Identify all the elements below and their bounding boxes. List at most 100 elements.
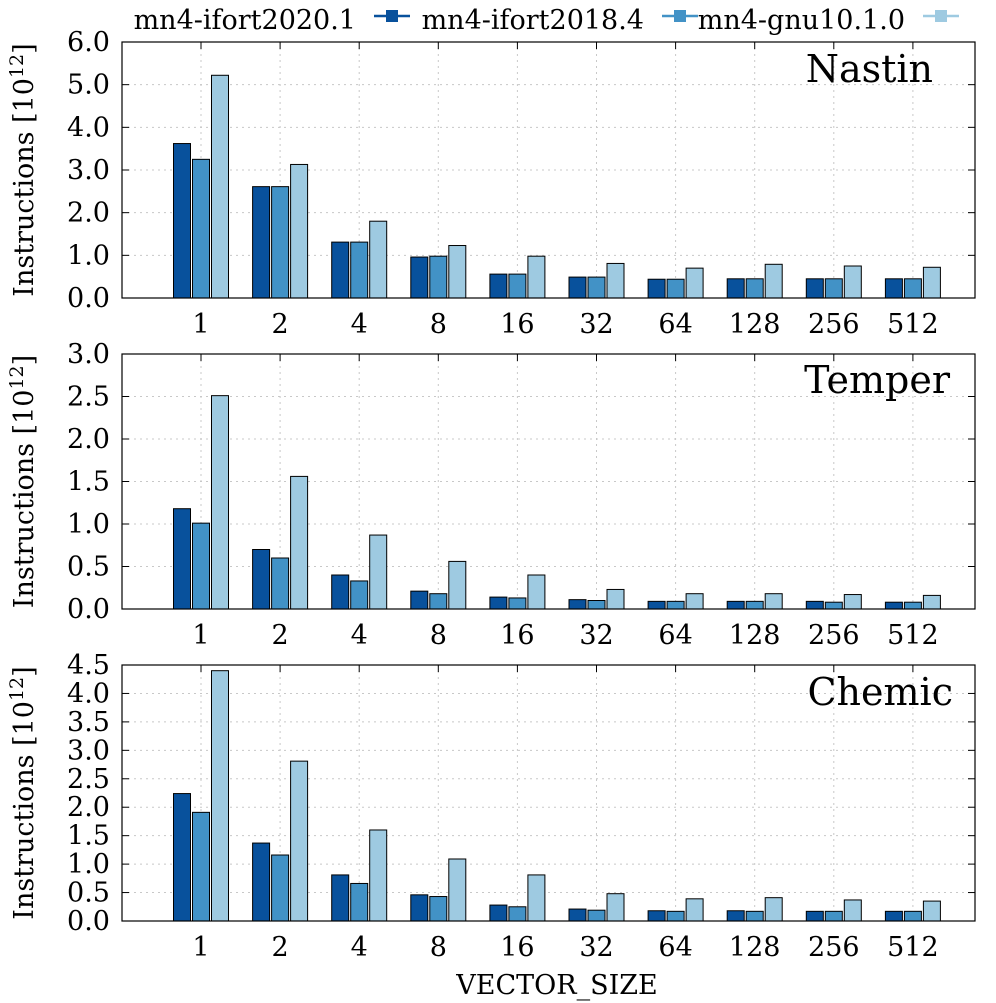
y-tick-label: 4.0: [67, 112, 110, 143]
bar-temper-8-series-3: [448, 560, 467, 610]
bar-nastin-512-series-3: [922, 266, 941, 299]
y-tick-label: 3.0: [67, 155, 110, 186]
bar-chemic-256-series-1: [805, 910, 824, 922]
x-tick-label: 128: [729, 620, 781, 651]
bar-nastin-4-series-1: [331, 241, 350, 299]
x-tick-label: 2: [272, 620, 289, 651]
bar-nastin-64-series-3: [685, 267, 704, 299]
bar-chemic-512-series-2: [903, 910, 922, 922]
legend-marker-3: [935, 10, 947, 22]
x-tick-label: 16: [500, 932, 534, 963]
y-tick-label: 0.5: [67, 878, 110, 909]
bar-nastin-64-series-1: [647, 278, 666, 299]
y-axis-label: Instructions [1012]: [6, 355, 40, 608]
panel-temper: 0.0 0.5 1.0 1.5 2.0 2.5 3.0 1 2 4 8 16 32 64 128 256 512…: [6, 339, 976, 651]
x-tick-label: 128: [729, 309, 781, 340]
bar-chemic-2-series-3: [290, 760, 309, 922]
bar-temper-1-series-1: [173, 508, 191, 610]
x-tick-label: 1: [192, 620, 209, 651]
y-tick-label: 1.0: [67, 240, 110, 271]
y-tick-label: 4.0: [67, 678, 110, 709]
bar-temper-4-series-1: [331, 574, 350, 610]
y-tick-label: 1.5: [67, 821, 110, 852]
bar-chemic-128-series-2: [745, 910, 764, 922]
bar-chemic-64-series-3: [685, 898, 704, 922]
x-tick-label: 512: [887, 620, 939, 651]
bar-temper-8-series-1: [410, 590, 429, 610]
bar-chemic-1-series-3: [211, 670, 229, 922]
bar-chemic-256-series-2: [824, 910, 843, 922]
panel-title: Chemic: [807, 670, 953, 714]
y-tick-label: 2.0: [67, 792, 110, 823]
bar-temper-256-series-3: [843, 594, 862, 610]
bar-nastin-1-series-3: [211, 74, 229, 299]
bar-nastin-2-series-3: [290, 163, 309, 299]
bar-nastin-4-series-2: [350, 241, 369, 299]
bar-temper-32-series-1: [568, 599, 587, 610]
y-tick-label: 0.0: [67, 906, 110, 937]
bar-chemic-32-series-1: [568, 908, 587, 922]
y-tick-label: 2.0: [67, 198, 110, 229]
x-tick-label: 16: [500, 620, 534, 651]
x-tick-label: 4: [351, 932, 368, 963]
bar-nastin-8-series-2: [429, 255, 448, 299]
y-axis-label: Instructions [1012]: [6, 43, 40, 296]
legend-label-3: mn4-gnu10.1.0: [698, 5, 905, 36]
bar-nastin-256-series-2: [824, 278, 843, 299]
bar-chemic-16-series-3: [527, 874, 546, 922]
bar-nastin-128-series-2: [745, 278, 764, 299]
bar-temper-4-series-2: [350, 580, 369, 610]
bar-chemic-4-series-1: [331, 874, 350, 922]
plot-frame: [121, 664, 976, 922]
bar-chemic-2-series-1: [252, 842, 271, 922]
bar-temper-64-series-3: [685, 593, 704, 610]
y-tick-label: 1.5: [67, 467, 110, 498]
y-tick-label: 0.0: [67, 594, 110, 625]
bar-temper-128-series-2: [745, 600, 764, 610]
x-tick-label: 32: [579, 309, 613, 340]
bar-temper-256-series-2: [824, 601, 843, 610]
x-tick-label: 64: [658, 309, 692, 340]
bar-chemic-512-series-3: [922, 900, 941, 922]
bar-temper-256-series-1: [805, 600, 824, 610]
bar-nastin-2-series-1: [252, 186, 271, 299]
x-tick-label: 4: [351, 309, 368, 340]
y-tick-label: 5.0: [67, 70, 110, 101]
bar-chemic-256-series-3: [843, 899, 862, 922]
y-tick-label: 3.5: [67, 707, 110, 738]
y-tick-label: 0.0: [67, 283, 110, 314]
bar-chemic-128-series-3: [764, 897, 783, 922]
x-tick-label: 1: [192, 309, 209, 340]
bar-temper-1-series-2: [192, 522, 210, 610]
x-tick-label: 512: [887, 932, 939, 963]
bar-chemic-4-series-2: [350, 882, 369, 922]
bar-temper-16-series-2: [508, 597, 527, 610]
bar-nastin-32-series-3: [606, 262, 625, 299]
y-tick-label: 3.0: [67, 735, 110, 766]
bar-nastin-32-series-2: [587, 276, 606, 299]
panel-title: Nastin: [806, 47, 933, 91]
x-tick-label: 2: [272, 932, 289, 963]
bar-chemic-2-series-2: [271, 854, 290, 922]
x-tick-label: 256: [808, 309, 860, 340]
bar-chemic-1-series-2: [192, 811, 210, 922]
bar-temper-2-series-2: [271, 557, 290, 610]
y-tick-label: 0.5: [67, 552, 110, 583]
bar-temper-4-series-3: [369, 534, 388, 610]
bar-chemic-16-series-2: [508, 906, 527, 922]
bar-nastin-16-series-2: [508, 273, 527, 299]
x-tick-label: 2: [272, 309, 289, 340]
y-tick-label: 4.5: [67, 650, 110, 681]
bar-temper-32-series-3: [606, 588, 625, 610]
x-tick-label: 1: [192, 932, 209, 963]
bar-chemic-8-series-2: [429, 896, 448, 922]
bar-nastin-512-series-2: [903, 278, 922, 299]
bar-temper-16-series-1: [489, 596, 508, 610]
y-tick-label: 2.5: [67, 764, 110, 795]
bar-chemic-32-series-2: [587, 909, 606, 922]
bar-temper-512-series-1: [884, 601, 903, 610]
bar-nastin-256-series-3: [843, 265, 862, 299]
bar-nastin-8-series-1: [410, 256, 429, 299]
x-tick-label: 64: [658, 620, 692, 651]
bar-temper-512-series-2: [903, 601, 922, 610]
